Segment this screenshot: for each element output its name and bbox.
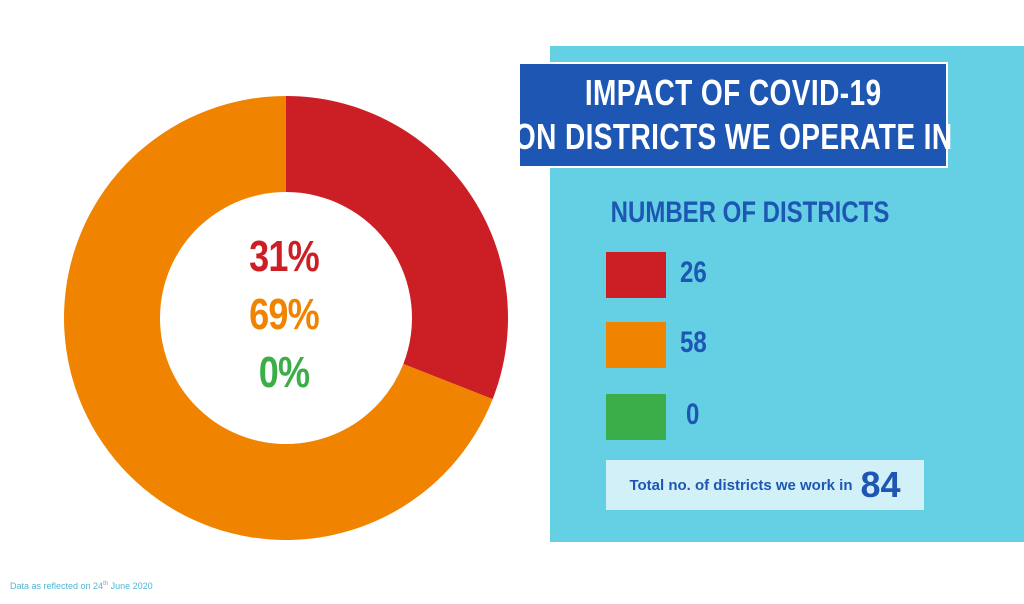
legend-value-orange: 58 <box>680 326 707 359</box>
legend-title: NUMBER OF DISTRICTS <box>610 196 890 229</box>
donut-slice-0 <box>286 96 509 400</box>
donut-chart <box>64 96 509 540</box>
donut-slice-1 <box>64 96 493 540</box>
total-label: Total no. of districts we work in <box>629 476 853 494</box>
footnote-suffix: June 2020 <box>108 581 153 591</box>
total-value: 84 <box>860 464 901 505</box>
legend-swatch-green <box>606 394 666 440</box>
footnote: Data as reflected on 24th June 2020 <box>10 581 153 591</box>
title-line-2: ON DISTRICTS WE OPERATE IN <box>513 116 953 157</box>
title-banner: IMPACT OF COVID-19 ON DISTRICTS WE OPERA… <box>514 62 952 168</box>
title-line-1: IMPACT OF COVID-19 <box>584 72 882 113</box>
footnote-prefix: Data as reflected on 24 <box>10 581 104 591</box>
total-box: Total no. of districts we work in 84 <box>606 460 924 510</box>
legend-value-red: 26 <box>680 256 707 289</box>
legend-swatch-orange <box>606 322 666 368</box>
percent-label-orange: 69% <box>249 290 320 339</box>
legend-swatch-red <box>606 252 666 298</box>
legend-value-green: 0 <box>686 398 700 431</box>
percent-label-red: 31% <box>249 232 320 281</box>
percent-label-green: 0% <box>258 348 310 397</box>
footnote-sup: th <box>103 581 109 587</box>
